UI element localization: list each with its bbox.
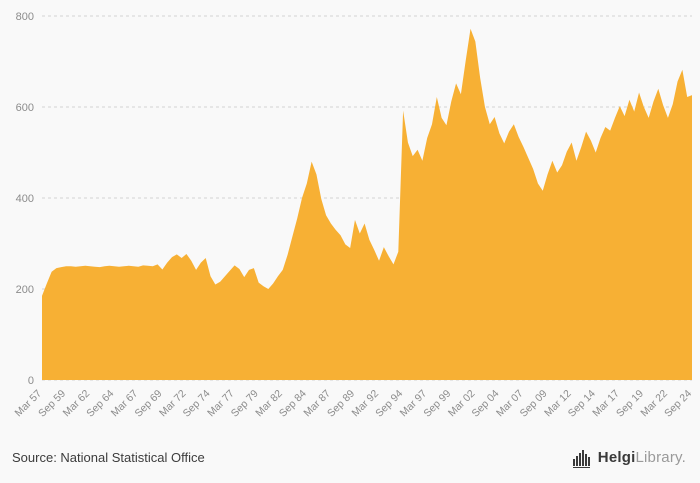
y-axis-label: 200 [16, 284, 34, 296]
area-chart: 0 200 400 600 800 Mar 57 Sep 59 Mar 62 Sep 64 Mar… [13, 11, 695, 420]
brand-name-bold: Helgi [597, 449, 636, 466]
y-axis-label: 0 [28, 375, 34, 387]
y-axis-label: 400 [16, 193, 34, 205]
brand-name: HelgiLibrary. [598, 449, 686, 466]
source-caption: Source: National Statistical Office [12, 450, 205, 465]
y-axis-label: 600 [16, 102, 34, 114]
y-axis-label: 800 [16, 11, 34, 23]
brand-name-light: Library. [635, 449, 686, 466]
helgilibrary-logo[interactable]: HelgiLibrary. [572, 448, 686, 468]
footer: Source: National Statistical Office Helg… [0, 432, 700, 483]
x-axis-label: Sep 24 [662, 388, 694, 420]
area-series[interactable] [42, 28, 692, 381]
helgi-bars-icon [572, 449, 590, 468]
